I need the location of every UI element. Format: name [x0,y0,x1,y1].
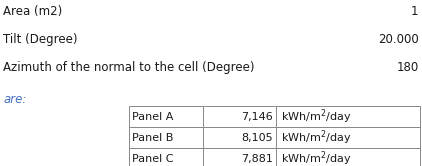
Text: kWh/m$^2$/day: kWh/m$^2$/day [281,149,351,166]
Text: 8,105: 8,105 [241,133,273,143]
Text: Panel A: Panel A [132,112,173,122]
Text: Tilt (Degree): Tilt (Degree) [3,33,78,46]
Text: 7,881: 7,881 [241,154,273,164]
Text: Panel C: Panel C [132,154,173,164]
Text: kWh/m$^2$/day: kWh/m$^2$/day [281,128,351,147]
Bar [276,148,420,166]
Text: 20.000: 20.000 [378,33,419,46]
Text: Panel B: Panel B [132,133,173,143]
Text: Area (m2): Area (m2) [3,5,62,18]
Bar [129,127,203,148]
Text: are:: are: [3,93,27,106]
Bar [276,106,420,127]
Text: 180: 180 [396,61,419,74]
Bar [276,127,420,148]
Bar [129,106,203,127]
Text: kWh/m$^2$/day: kWh/m$^2$/day [281,107,351,126]
Text: 7,146: 7,146 [241,112,273,122]
Bar [129,148,203,166]
Text: Azimuth of the normal to the cell (Degree): Azimuth of the normal to the cell (Degre… [3,61,255,74]
Text: 1: 1 [411,5,419,18]
Bar [203,106,276,127]
Bar [203,127,276,148]
Bar [203,148,276,166]
